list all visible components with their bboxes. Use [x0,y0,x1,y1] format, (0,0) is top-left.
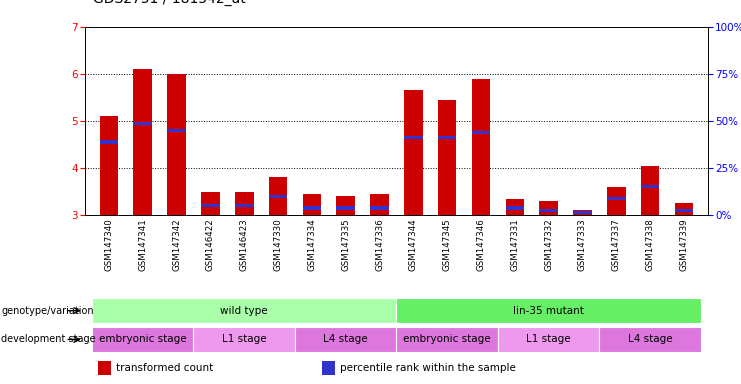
Text: GSM147333: GSM147333 [578,218,587,271]
Text: GSM147338: GSM147338 [645,218,654,271]
Text: GSM147340: GSM147340 [104,218,113,271]
Text: GSM147345: GSM147345 [442,218,452,271]
Bar [641,185,659,189]
Bar [302,206,321,210]
Bar [539,209,558,212]
Text: percentile rank within the sample: percentile rank within the sample [340,363,516,373]
Bar [370,194,389,215]
Text: GSM147331: GSM147331 [511,218,519,271]
Bar [472,131,491,134]
Bar [269,195,288,198]
Bar [295,327,396,352]
Text: L4 stage: L4 stage [323,334,368,344]
Bar [370,206,389,210]
Bar [167,74,186,215]
Bar [505,199,524,215]
Bar [99,116,119,215]
Bar [98,361,111,375]
Text: L1 stage: L1 stage [222,334,267,344]
Bar [607,197,625,200]
Bar [674,209,694,212]
Text: GSM147341: GSM147341 [139,218,147,271]
Bar [269,177,288,215]
Bar [472,79,491,215]
Bar [599,327,701,352]
Bar [498,327,599,352]
Bar [99,141,119,144]
Text: GSM147344: GSM147344 [409,218,418,271]
Bar [396,298,701,323]
Bar [438,136,456,139]
Bar [505,206,524,210]
Bar [235,204,253,207]
Bar [322,361,336,375]
Text: GSM147342: GSM147342 [172,218,181,271]
Bar [92,327,193,352]
Bar [235,192,253,215]
Text: GDS2751 / 181542_at: GDS2751 / 181542_at [93,0,245,6]
Bar [193,327,295,352]
Text: L4 stage: L4 stage [628,334,673,344]
Text: genotype/variation: genotype/variation [1,306,94,316]
Bar [396,327,498,352]
Bar [539,201,558,215]
Text: GSM147330: GSM147330 [273,218,282,271]
Bar [438,100,456,215]
Text: GSM147332: GSM147332 [544,218,554,271]
Bar [607,187,625,215]
Bar [336,196,355,215]
Text: GSM147339: GSM147339 [679,218,688,271]
Text: transformed count: transformed count [116,363,213,373]
Bar [302,194,321,215]
Text: GSM147334: GSM147334 [308,218,316,271]
Bar [201,204,219,207]
Text: GSM147337: GSM147337 [612,218,621,271]
Bar [404,136,422,139]
Text: L1 stage: L1 stage [526,334,571,344]
Text: GSM147335: GSM147335 [341,218,350,271]
Text: embryonic stage: embryonic stage [99,334,187,344]
Bar [133,122,152,125]
Bar [92,298,396,323]
Bar [641,166,659,215]
Text: GSM147336: GSM147336 [375,218,384,271]
Bar [201,192,219,215]
Bar [574,211,592,214]
Text: lin-35 mutant: lin-35 mutant [514,306,584,316]
Bar [133,69,152,215]
Bar [674,203,694,215]
Bar [167,129,186,132]
Text: embryonic stage: embryonic stage [403,334,491,344]
Bar [574,210,592,215]
Bar [336,206,355,210]
Text: wild type: wild type [220,306,268,316]
Bar [404,90,422,215]
Text: GSM146423: GSM146423 [239,218,249,271]
Text: GSM147346: GSM147346 [476,218,485,271]
Text: GSM146422: GSM146422 [206,218,215,271]
Text: development stage: development stage [1,334,96,344]
